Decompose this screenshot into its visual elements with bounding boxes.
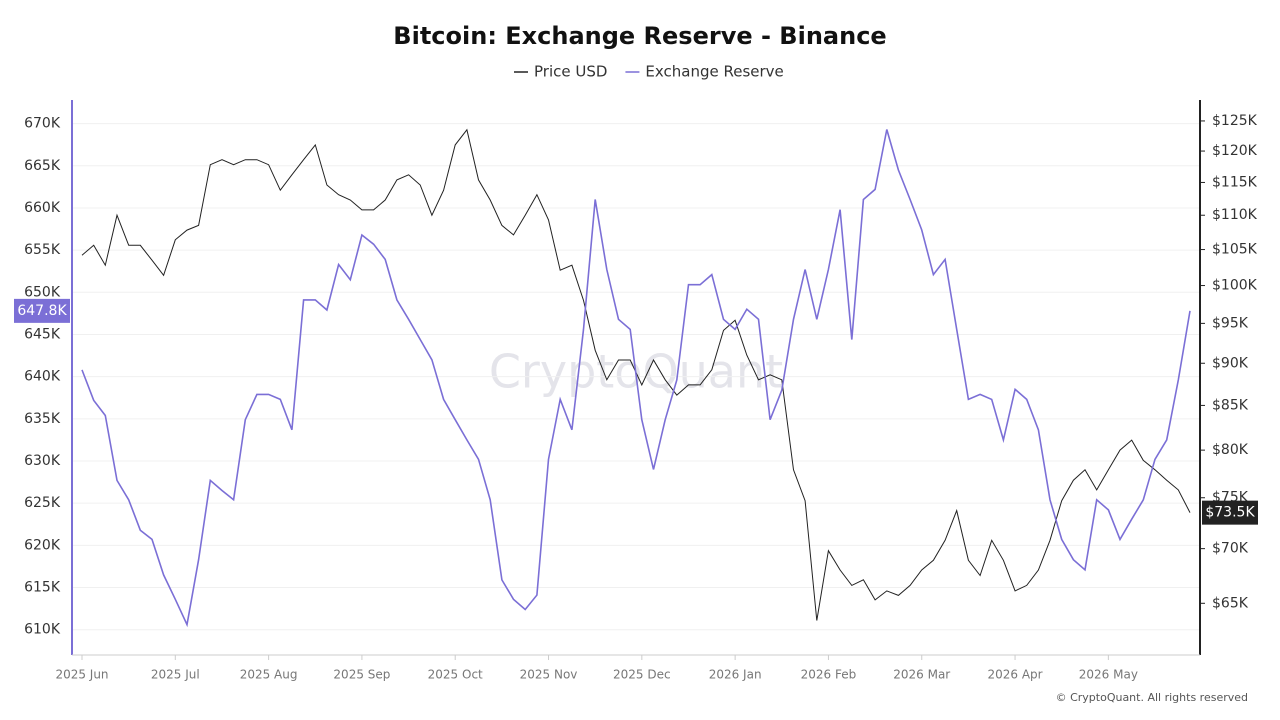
x-tick-label: 2025 Nov bbox=[520, 668, 578, 682]
x-tick-label: 2025 Oct bbox=[428, 668, 483, 682]
current-value-badge bbox=[1202, 500, 1258, 525]
x-tick-label: 2025 Dec bbox=[613, 668, 671, 682]
y-tick-label: 615K bbox=[24, 580, 61, 596]
y2-tick-label: $115K bbox=[1212, 174, 1258, 190]
y-tick-label: 620K bbox=[24, 537, 61, 553]
current-value-badge bbox=[14, 298, 70, 323]
legend-label: Exchange Reserve bbox=[645, 63, 783, 81]
y2-tick-label: $90K bbox=[1212, 355, 1249, 371]
y-tick-label: 635K bbox=[24, 411, 61, 427]
y2-tick-label: $95K bbox=[1212, 315, 1249, 331]
y-tick-label: 610K bbox=[24, 622, 61, 638]
y2-tick-label: $105K bbox=[1212, 242, 1258, 258]
x-tick-label: 2026 Jan bbox=[709, 668, 762, 682]
x-tick-label: 2025 Jul bbox=[151, 668, 200, 682]
current-value-label: 647.8K bbox=[17, 303, 67, 319]
y2-tick-label: $85K bbox=[1212, 397, 1249, 413]
x-tick-label: 2026 Apr bbox=[987, 668, 1042, 682]
y2-tick-label: $70K bbox=[1212, 541, 1249, 557]
x-tick-label: 2025 Sep bbox=[333, 668, 390, 682]
y-tick-label: 660K bbox=[24, 200, 61, 216]
y-tick-label: 670K bbox=[24, 116, 61, 132]
y2-tick-label: $110K bbox=[1212, 207, 1258, 223]
x-tick-label: 2026 Feb bbox=[801, 668, 857, 682]
footer: © CryptoQuant. All rights reserved bbox=[1056, 691, 1248, 704]
x-tick-label: 2026 Mar bbox=[893, 668, 950, 682]
y2-tick-label: $125K bbox=[1212, 113, 1258, 129]
y-tick-label: 625K bbox=[24, 495, 61, 511]
y-tick-label: 650K bbox=[24, 284, 61, 300]
y-tick-label: 645K bbox=[24, 326, 61, 342]
x-tick-label: 2026 May bbox=[1079, 668, 1138, 682]
y-tick-label: 630K bbox=[24, 453, 61, 469]
y-tick-label: 665K bbox=[24, 158, 61, 174]
y-tick-label: 655K bbox=[24, 242, 61, 258]
current-value-label: $73.5K bbox=[1205, 505, 1255, 521]
y2-tick-label: $120K bbox=[1212, 143, 1258, 159]
y2-tick-label: $80K bbox=[1212, 442, 1249, 458]
series-line bbox=[81, 129, 1191, 628]
x-tick-label: 2025 Jun bbox=[55, 668, 108, 682]
x-tick-label: 2025 Aug bbox=[240, 668, 298, 682]
y2-tick-label: $100K bbox=[1212, 278, 1258, 294]
y2-tick-label: $65K bbox=[1212, 595, 1249, 611]
y-tick-label: 640K bbox=[24, 369, 61, 385]
chart-title: Bitcoin: Exchange Reserve - Binance bbox=[393, 22, 886, 50]
legend-label: Price USD bbox=[534, 63, 607, 81]
